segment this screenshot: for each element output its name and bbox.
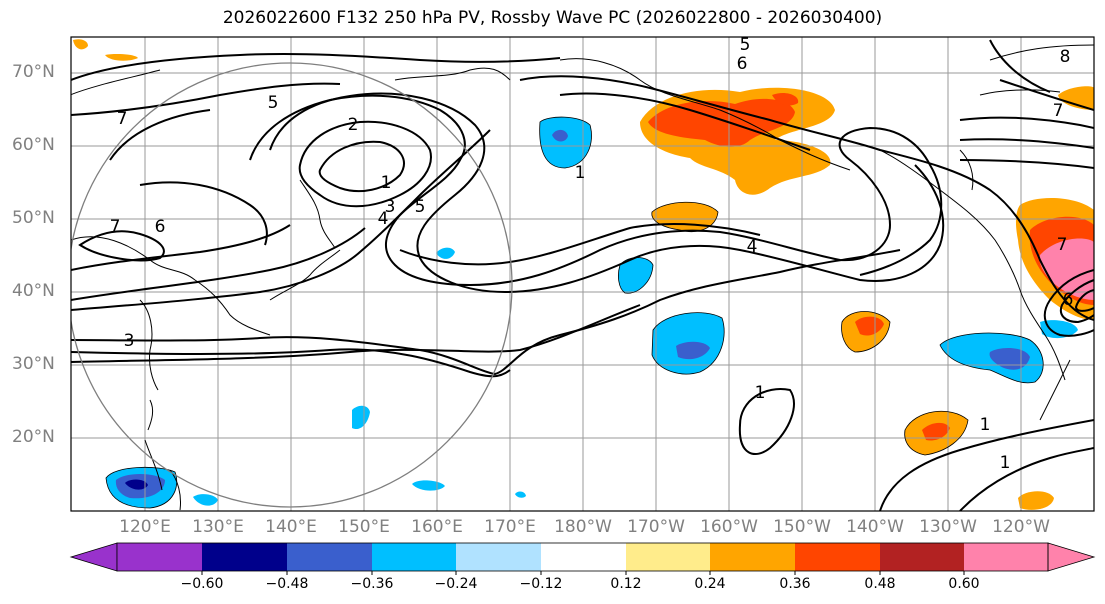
colorbar-bin <box>626 543 710 571</box>
colorbar-bin <box>202 543 287 571</box>
lon-label: 140°E <box>265 517 317 537</box>
colorbar-bin <box>710 543 795 571</box>
colorbar-tick-label: −0.24 <box>434 576 478 592</box>
coastlines <box>71 44 1094 511</box>
colorbar-tick-label: 0.36 <box>779 576 811 592</box>
lon-label: 170°W <box>627 517 685 537</box>
negative-anomaly-bering <box>539 117 592 168</box>
lat-label: 50°N <box>12 208 55 228</box>
contour-label: 5 <box>268 93 279 113</box>
contour-label: 4 <box>378 209 389 229</box>
lon-label: 140°W <box>846 517 904 537</box>
contour-label: 7 <box>1053 101 1064 121</box>
contour-label: 1 <box>755 383 766 403</box>
colorbar-bin <box>372 543 456 571</box>
contour-label: 6 <box>1063 290 1074 310</box>
lon-label: 160°E <box>411 517 463 537</box>
colorbar-bin <box>795 543 880 571</box>
colorbar-bin <box>117 543 202 571</box>
contour-label: 1 <box>1000 453 1011 473</box>
lon-label: 170°E <box>484 517 536 537</box>
lat-label: 20°N <box>12 427 55 447</box>
contour-label: 5 <box>415 197 426 217</box>
contour-label: 5 <box>740 35 751 55</box>
contour-label: 1 <box>575 163 586 183</box>
colorbar-tick-label: 0.60 <box>948 576 980 592</box>
colorbar-bin <box>456 543 541 571</box>
colorbar <box>69 542 1096 575</box>
map-title: 2026022600 F132 250 hPa PV, Rossby Wave … <box>222 8 883 28</box>
contour-label: 2 <box>348 115 359 135</box>
lon-label: 150°E <box>338 517 390 537</box>
contour-label: 7 <box>1057 235 1068 255</box>
contour-label: 8 <box>1060 47 1071 67</box>
graticule <box>71 37 1094 511</box>
highlight-circle <box>71 62 513 508</box>
contour-label: 3 <box>124 331 135 351</box>
lon-label: 130°E <box>192 517 244 537</box>
contour-label: 1 <box>980 415 991 435</box>
colorbar-tick-label: −0.36 <box>350 576 394 592</box>
anomaly-patches <box>73 39 1094 510</box>
pv-contours <box>71 39 1094 511</box>
colorbar-tick-label: −0.12 <box>519 576 563 592</box>
lat-label: 40°N <box>12 281 55 301</box>
colorbar-tick-label: 0.24 <box>694 576 726 592</box>
positive-anomaly-alaska-max <box>772 92 799 106</box>
colorbar-bin <box>287 543 372 571</box>
colorbar-bin <box>880 543 964 571</box>
lat-label: 70°N <box>12 62 55 82</box>
contour-label: 3 <box>385 197 396 217</box>
lat-label: 60°N <box>12 135 55 155</box>
lat-label: 30°N <box>12 354 55 374</box>
colorbar-max-arrow <box>1047 542 1096 572</box>
lon-label: 120°E <box>119 517 171 537</box>
lon-label: 150°W <box>773 517 831 537</box>
colorbar-tick-label: 0.12 <box>610 576 642 592</box>
colorbar-min-arrow <box>69 542 118 572</box>
contour-label: 7 <box>110 217 121 237</box>
contour-label: 1 <box>381 173 392 193</box>
lon-label: 160°W <box>700 517 758 537</box>
colorbar-tick-label: 0.48 <box>864 576 896 592</box>
contour-label: 4 <box>747 237 758 257</box>
lon-label: 120°W <box>992 517 1050 537</box>
contour-label: 7 <box>117 109 128 129</box>
colorbar-tick-label: −0.60 <box>180 576 224 592</box>
contour-label: 6 <box>155 217 166 237</box>
positive-anomaly-alaska-core <box>648 98 795 147</box>
contour-labels: 5 6 7 5 2 1 3 4 5 6 7 1 7 4 8 7 1 1 1 3 … <box>110 35 1074 473</box>
lon-label: 130°W <box>919 517 977 537</box>
contour-label: 6 <box>737 54 748 74</box>
colorbar-bin <box>541 543 626 571</box>
lon-label: 180°W <box>554 517 612 537</box>
colorbar-bin <box>964 543 1048 571</box>
colorbar-tick-label: −0.48 <box>265 576 309 592</box>
